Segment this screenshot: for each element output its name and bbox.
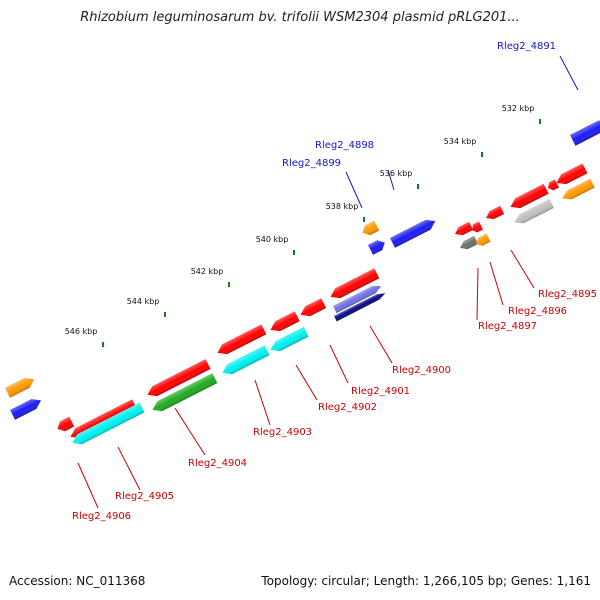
gene-feature-rleg2-4898 (368, 240, 385, 255)
label-leader-line (510, 249, 535, 289)
scale-tick-label: 534 kbp (444, 137, 477, 146)
label-leader-line (117, 446, 141, 491)
gene-feature-gray (460, 235, 479, 250)
scale-tick-label: 542 kbp (191, 267, 224, 276)
gene-feature-rleg2-4902 (270, 326, 309, 352)
gene-feature-rleg2-4905 (72, 402, 145, 445)
label-leader-line (369, 325, 393, 364)
gene-feature-lightgray (514, 198, 554, 224)
gene-feature-red (330, 268, 380, 299)
map-title: Rhizobium leguminosarum bv. trifolii WSM… (80, 10, 520, 25)
gene-feature-rleg2-4906 (57, 416, 75, 432)
gene-label-reverse: Rleg2_4896 (508, 306, 567, 317)
scale-tick-label: 540 kbp (256, 235, 289, 244)
gene-label-forward: Rleg2_4898 (315, 140, 374, 151)
scale-tick-label: 544 kbp (127, 297, 160, 306)
gene-label-reverse: Rleg2_4900 (392, 365, 451, 376)
gene-feature-rleg2-4895 (486, 205, 505, 220)
gene-feature-red (556, 163, 588, 185)
label-leader-line (174, 407, 206, 456)
gene-feature-red (270, 311, 300, 332)
gene-label-forward: Rleg2_4899 (282, 158, 341, 169)
gene-label-reverse: Rleg2_4904 (188, 458, 247, 469)
gene-feature-orange (562, 178, 595, 200)
gene-features (5, 120, 600, 445)
gene-label-forward: Rleg2_4891 (497, 41, 556, 52)
scale-tick-label: 532 kbp (502, 104, 535, 113)
gene-feature-rleg2-4903 (222, 345, 270, 375)
gene-feature-rleg2-4891 (570, 120, 600, 146)
gene-feature-red (217, 324, 267, 355)
gene-feature-rleg2-4901 (300, 298, 327, 317)
label-leader-line (77, 462, 99, 509)
label-leader-line (559, 55, 579, 91)
label-leader-line (387, 169, 395, 191)
accession-text: Accession: NC_011368 (9, 574, 146, 588)
topology-summary: Topology: circular; Length: 1,266,105 bp… (261, 574, 591, 588)
gene-feature-rleg2-4904 (152, 373, 218, 412)
gene-feature-red (510, 183, 549, 209)
gene-label-reverse: Rleg2_4903 (253, 427, 312, 438)
gene-feature-rleg2-4900 (334, 293, 386, 322)
label-leader-line (329, 344, 349, 384)
gene-feature-rleg2-4896 (472, 221, 483, 233)
gene-feature-red (147, 359, 211, 397)
label-leader-line (254, 379, 271, 426)
scale-tick-label: 536 kbp (380, 169, 413, 178)
gene-feature-red (548, 179, 559, 191)
label-leader-line (489, 261, 504, 306)
scale-tick-label: 546 kbp (65, 327, 98, 336)
scale-ticks: 532 kbp 534 kbp 536 kbp 538 kbp 540 kbp 542 k… (65, 104, 541, 347)
gene-feature-blue (10, 399, 42, 420)
gene-label-reverse: Rleg2_4895 (538, 289, 597, 300)
scale-tick-label: 538 kbp (326, 202, 359, 211)
gene-label-reverse: Rleg2_4901 (351, 386, 410, 397)
gene-label-reverse: Rleg2_4905 (115, 491, 174, 502)
gene-feature-rleg2-4897 (455, 221, 474, 236)
gene-feature-lavender (333, 285, 382, 314)
label-leader-line (295, 364, 318, 401)
label-leaders (77, 55, 579, 509)
gene-label-reverse: Rleg2_4902 (318, 402, 377, 413)
gene-label-reverse: Rleg2_4897 (478, 321, 537, 332)
gene-feature-orange (476, 233, 491, 246)
gene-feature-rleg2-4899 (362, 220, 380, 236)
gene-label-reverse: Rleg2_4906 (72, 511, 131, 522)
label-leader-line (476, 267, 479, 321)
gene-labels: Rleg2_4891 Rleg2_4898 Rleg2_4899 Rleg2_4895… (72, 41, 597, 522)
label-leader-line (345, 171, 363, 209)
gene-feature-red (70, 399, 138, 439)
gene-feature-blue (390, 219, 436, 248)
gene-feature-orange (5, 378, 35, 398)
